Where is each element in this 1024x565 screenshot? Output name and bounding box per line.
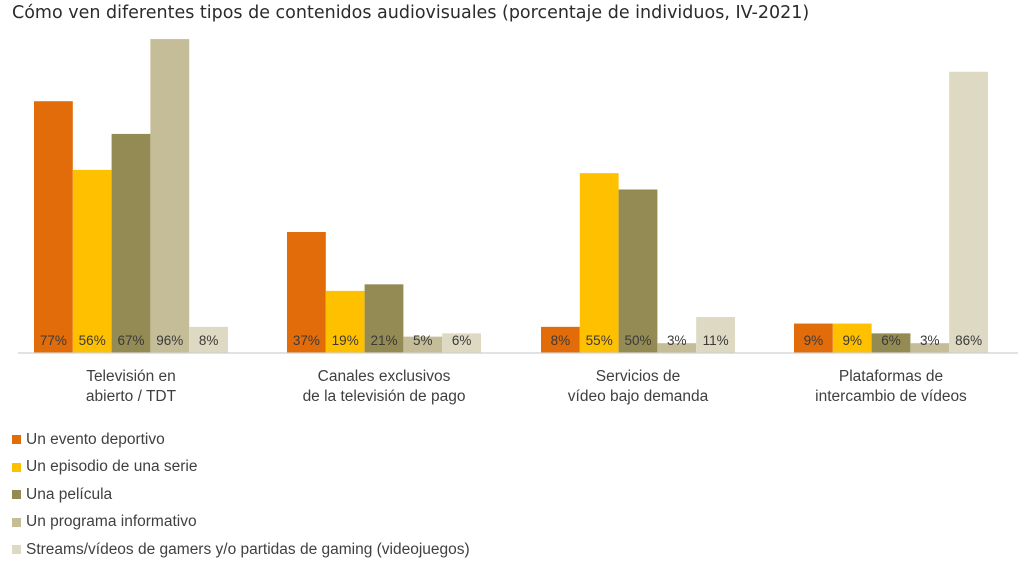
data-label: 96% [156,333,183,348]
bar [34,101,73,354]
data-label: 77% [40,333,67,348]
data-label: 21% [370,333,397,348]
legend-item: Un evento deportivo [12,426,470,454]
bar [111,133,151,353]
legend-label: Una película [26,485,113,503]
bar [541,326,580,353]
bar [287,232,326,353]
bar [832,323,872,353]
legend-item: Streams/vídeos de gamers y/o partidas de… [12,536,470,564]
legend-item: Un episodio de una serie [12,454,470,482]
legend-swatch [12,490,21,500]
data-labels-layer: 77% 56% 67% 96% 8% 37% 19% 21% 5% 6% 8% 55% 50% 3% 11%… [40,333,982,348]
data-label: 9% [842,333,862,348]
data-label: 55% [586,333,613,348]
bar [618,189,658,353]
bar-chart: 77% 56% 67% 96% 8% 37% 19% 21% 5% 6% 8% 55% 50% 3% 11%… [18,39,1018,405]
category-label: Televisión en [86,368,176,385]
category-label: Servicios de [596,368,680,385]
category-label: vídeo bajo demanda [568,388,709,405]
category-label: Canales exclusivos [318,368,451,385]
data-label: 9% [804,333,824,348]
legend-label: Un episodio de una serie [26,458,198,476]
legend-swatch [12,435,21,445]
legend: Un evento deportivo Un episodio de una se… [12,426,470,564]
category-labels-layer: Televisión en abierto / TDT Canales exclus… [86,368,967,405]
bar [657,343,697,353]
data-label: 86% [955,333,982,348]
data-label: 11% [703,333,729,348]
legend-item: Un programa informativo [12,509,470,537]
category-label: abierto / TDT [86,388,177,405]
bar [442,333,481,353]
data-label: 19% [332,333,359,348]
bar [403,336,443,353]
bar [794,323,833,353]
data-label: 50% [624,333,651,348]
data-label: 67% [117,333,144,348]
bar [949,71,988,353]
data-label: 56% [79,333,106,348]
data-label: 5% [413,333,433,348]
bar [871,333,911,353]
data-label: 6% [452,333,472,348]
chart-title: Cómo ven diferentes tipos de contenidos … [12,3,810,23]
legend-label: Streams/vídeos de gamers y/o partidas de… [26,540,470,558]
data-label: 3% [920,333,940,348]
bar [150,39,190,354]
bars-layer [34,39,988,354]
bar [579,173,619,353]
legend-swatch [12,462,21,472]
legend-item: Una película [12,481,470,509]
legend-label: Un programa informativo [26,513,197,531]
data-label: 3% [667,333,687,348]
category-label: de la televisión de pago [303,388,466,405]
category-label: intercambio de vídeos [815,388,967,405]
legend-label: Un evento deportivo [26,430,165,448]
data-label: 37% [293,333,320,348]
bar [696,317,735,353]
bar [910,343,950,353]
data-label: 8% [551,333,571,348]
bar [72,169,112,353]
legend-swatch [12,517,21,527]
bar [325,290,365,353]
data-label: 6% [881,333,901,348]
bar [364,284,404,353]
category-label: Plataformas de [839,368,943,385]
bar [189,326,228,353]
legend-swatch [12,545,21,555]
data-label: 8% [199,333,219,348]
